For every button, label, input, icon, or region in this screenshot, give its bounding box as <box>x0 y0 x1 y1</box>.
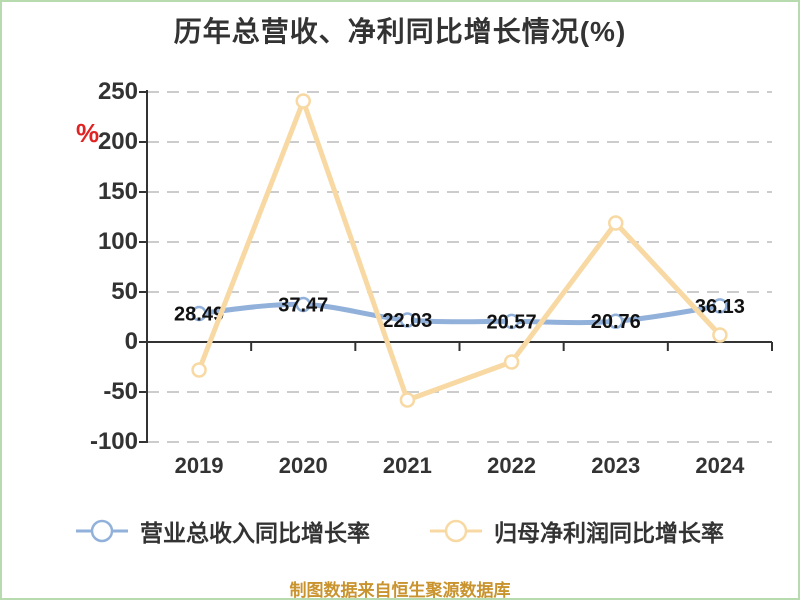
y-tick-label: 100 <box>97 228 138 255</box>
y-axis-unit-percent: % <box>76 118 100 148</box>
data-point-marker <box>503 313 520 330</box>
y-tick-label: 200 <box>97 128 138 155</box>
data-point-marker <box>191 362 207 378</box>
x-tick-label: 2022 <box>487 453 537 478</box>
legend-item-revenue[interactable]: 营业总收入同比增长率 <box>76 514 370 548</box>
chart-title: 历年总营收、净利同比增长情况(%) <box>173 16 627 47</box>
revenue-line-marker-icon <box>76 519 128 543</box>
y-tick-label: -50 <box>103 378 138 405</box>
data-point-marker <box>295 93 311 109</box>
legend-item-profit[interactable]: 归母净利润同比增长率 <box>430 514 724 548</box>
y-tick-label: 250 <box>97 78 138 105</box>
y-tick-label: 50 <box>111 278 138 305</box>
x-tick-label: 2021 <box>382 453 432 478</box>
data-point-marker <box>608 313 624 329</box>
legend-label-profit: 归母净利润同比增长率 <box>494 520 724 546</box>
y-tick-label: 0 <box>124 328 138 355</box>
data-point-marker <box>712 298 728 314</box>
y-tick-label: 150 <box>97 178 138 205</box>
data-source-note: 制图数据来自恒生聚源数据库 <box>289 581 511 600</box>
x-tick-label: 2023 <box>591 453 641 478</box>
data-point-marker <box>295 296 311 313</box>
y-tick-label: -100 <box>89 428 138 455</box>
x-tick-label: 2024 <box>695 453 745 478</box>
data-point-marker <box>503 354 520 370</box>
data-point-label: 28.49 <box>174 304 224 326</box>
data-point-label: 37.47 <box>278 295 328 317</box>
data-point-marker <box>399 312 416 328</box>
data-point-marker <box>399 392 416 408</box>
series-line <box>196 301 723 326</box>
x-tick-label: 2019 <box>174 453 224 478</box>
data-point-marker <box>608 215 624 231</box>
series-line <box>196 98 723 403</box>
data-point-marker <box>191 305 207 322</box>
data-point-marker <box>712 327 728 343</box>
data-point-label: 22.03 <box>382 310 432 332</box>
x-tick-label: 2020 <box>278 453 328 478</box>
data-point-label: 20.57 <box>487 311 537 333</box>
legend: 营业总收入同比增长率 归母净利润同比增长率 <box>2 514 798 548</box>
data-point-label: 20.76 <box>591 311 641 333</box>
profit-line-marker-icon <box>430 519 482 543</box>
data-point-label: 36.13 <box>695 296 745 318</box>
legend-label-revenue: 营业总收入同比增长率 <box>140 520 370 546</box>
